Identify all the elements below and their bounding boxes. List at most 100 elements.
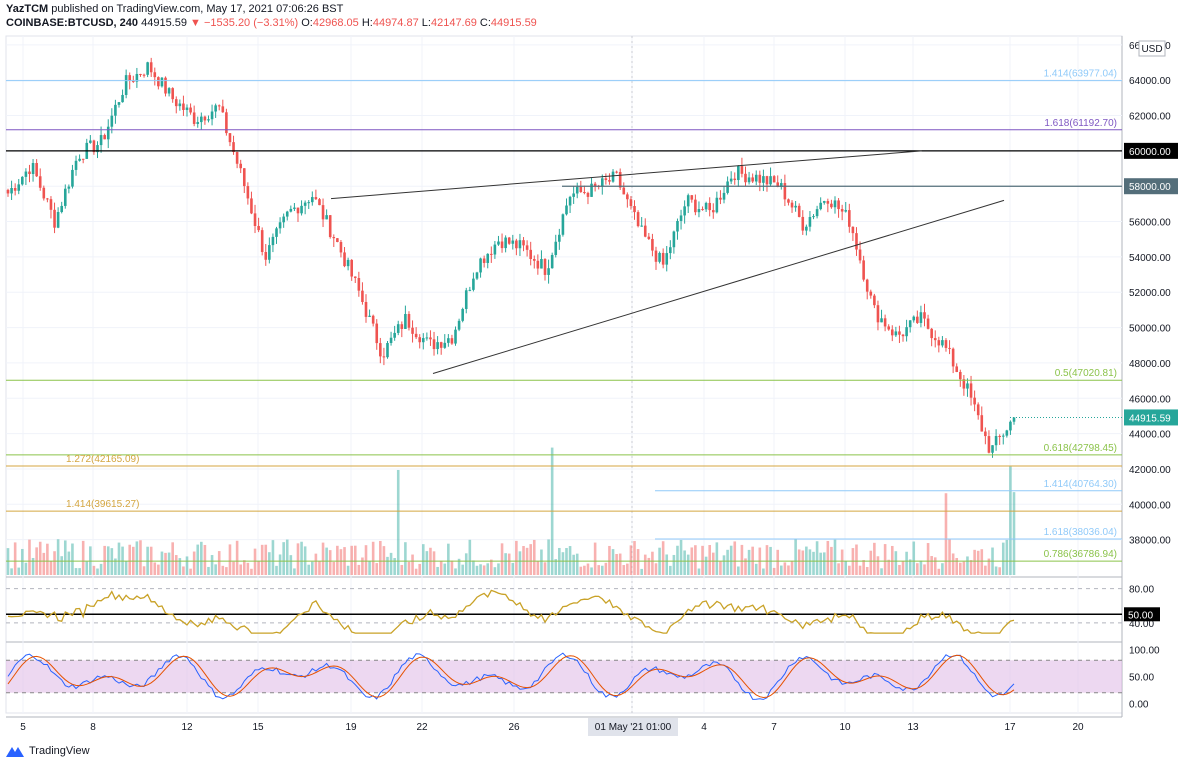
candle-body <box>346 259 350 267</box>
candle-body <box>901 334 905 337</box>
volume-bar <box>686 554 690 575</box>
candle-body <box>507 237 511 244</box>
candle-body <box>282 216 285 223</box>
candle-body <box>865 279 869 292</box>
candle-body <box>157 77 160 87</box>
volume-bar <box>740 544 744 575</box>
y-tick-label: 56000.00 <box>1129 218 1171 229</box>
candle-body <box>933 338 937 341</box>
volume-bar <box>697 568 701 575</box>
candle-body <box>894 331 898 336</box>
candle-body <box>17 184 21 191</box>
candle-body <box>214 105 217 112</box>
candle-body <box>898 331 901 335</box>
volume-bar <box>63 540 67 575</box>
x-tick-label: 8 <box>90 722 96 733</box>
candle-body <box>754 174 758 182</box>
last-price-label: 44915.59 <box>1129 413 1171 424</box>
candle-body <box>389 337 393 344</box>
candle-body <box>873 295 876 306</box>
candle-body <box>63 188 67 206</box>
candle-body <box>418 337 422 343</box>
published-text: published on TradingView.com, May 17, 20… <box>51 3 344 15</box>
candle-body <box>447 338 450 343</box>
time-cursor-box <box>588 718 678 736</box>
volume-bar <box>404 542 407 575</box>
volume-bar <box>944 493 948 575</box>
candle-body <box>751 177 754 182</box>
volume-bar <box>529 544 532 575</box>
candle-body <box>128 75 132 81</box>
volume-bar <box>457 558 461 575</box>
candle-body <box>855 233 858 250</box>
volume-bar <box>966 556 969 575</box>
open-label: O: <box>301 17 313 29</box>
volume-bar <box>669 565 672 575</box>
volume-bar <box>135 541 139 575</box>
volume-bar <box>651 551 654 575</box>
candle-body <box>558 234 561 242</box>
volume-bar <box>941 563 944 575</box>
candle-body <box>600 178 604 187</box>
candle-body <box>368 315 371 317</box>
candle-body <box>744 173 747 183</box>
candle-body <box>250 198 253 214</box>
candle-body <box>1009 421 1012 431</box>
candle-body <box>339 242 343 253</box>
volume-bar <box>225 567 228 575</box>
candle-body <box>540 258 543 269</box>
candle-body <box>783 183 787 200</box>
x-tick-label: 5 <box>20 722 26 733</box>
volume-bar <box>1012 492 1016 575</box>
volume-bar <box>765 545 769 575</box>
x-tick-label: 15 <box>252 722 264 733</box>
candle-body <box>13 187 17 191</box>
volume-bar <box>905 551 908 575</box>
candle-body <box>260 230 264 253</box>
volume-bar <box>157 564 160 575</box>
volume-bar <box>930 556 933 575</box>
volume-bar <box>13 542 17 575</box>
candle-body <box>812 216 815 218</box>
candle-body <box>923 312 926 319</box>
candle-body <box>740 165 744 174</box>
candle-body <box>586 192 590 197</box>
tradingview-footer[interactable]: TradingView <box>6 745 90 757</box>
volume-bar <box>790 560 794 575</box>
candle-body <box>117 102 121 105</box>
volume-bar <box>729 545 733 575</box>
level-price-label: 60000.00 <box>1129 147 1171 158</box>
candle-body <box>268 245 271 260</box>
volume-bar <box>647 557 651 575</box>
volume-bar <box>654 563 658 575</box>
volume-bar <box>826 540 830 575</box>
candle-body <box>457 320 461 330</box>
volume-bar <box>568 546 572 575</box>
volume-bar <box>124 561 128 575</box>
volume-bar <box>543 562 547 575</box>
volume-bar <box>207 566 210 575</box>
volume-bar <box>593 542 597 575</box>
volume-bar <box>67 551 71 575</box>
volume-bar <box>350 545 353 575</box>
candle-body <box>758 174 762 183</box>
candle-body <box>207 119 210 121</box>
low-value: 42147.69 <box>430 17 477 29</box>
volume-bar <box>762 568 765 575</box>
candle-body <box>779 183 783 187</box>
volume-bar <box>919 560 923 575</box>
candle-body <box>511 240 515 244</box>
candle-body <box>275 228 278 237</box>
candle-body <box>622 187 626 195</box>
candle-body <box>500 241 504 249</box>
candle-body <box>776 182 780 187</box>
candle-body <box>858 249 862 261</box>
currency-box <box>1138 40 1166 57</box>
volume-bar <box>711 552 715 575</box>
volume-bar <box>475 565 479 575</box>
volume-bar <box>318 561 321 575</box>
candle-body <box>42 187 46 199</box>
author-name[interactable]: YazTCM <box>6 3 49 15</box>
volume-bar <box>865 567 869 575</box>
